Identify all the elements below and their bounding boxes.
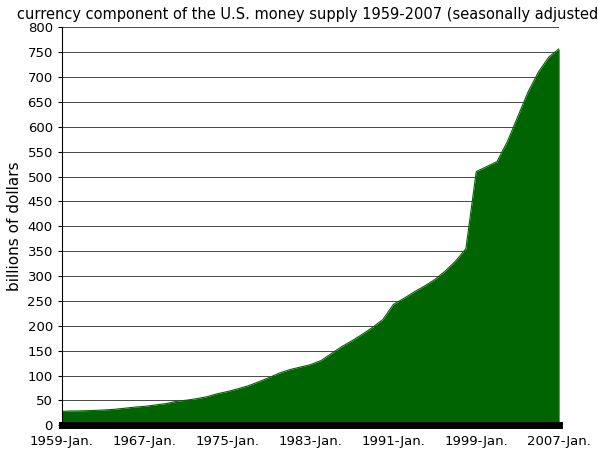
Y-axis label: billions of dollars: billions of dollars	[7, 162, 22, 291]
Title: currency component of the U.S. money supply 1959-2007 (seasonally adjusted): currency component of the U.S. money sup…	[17, 7, 598, 22]
